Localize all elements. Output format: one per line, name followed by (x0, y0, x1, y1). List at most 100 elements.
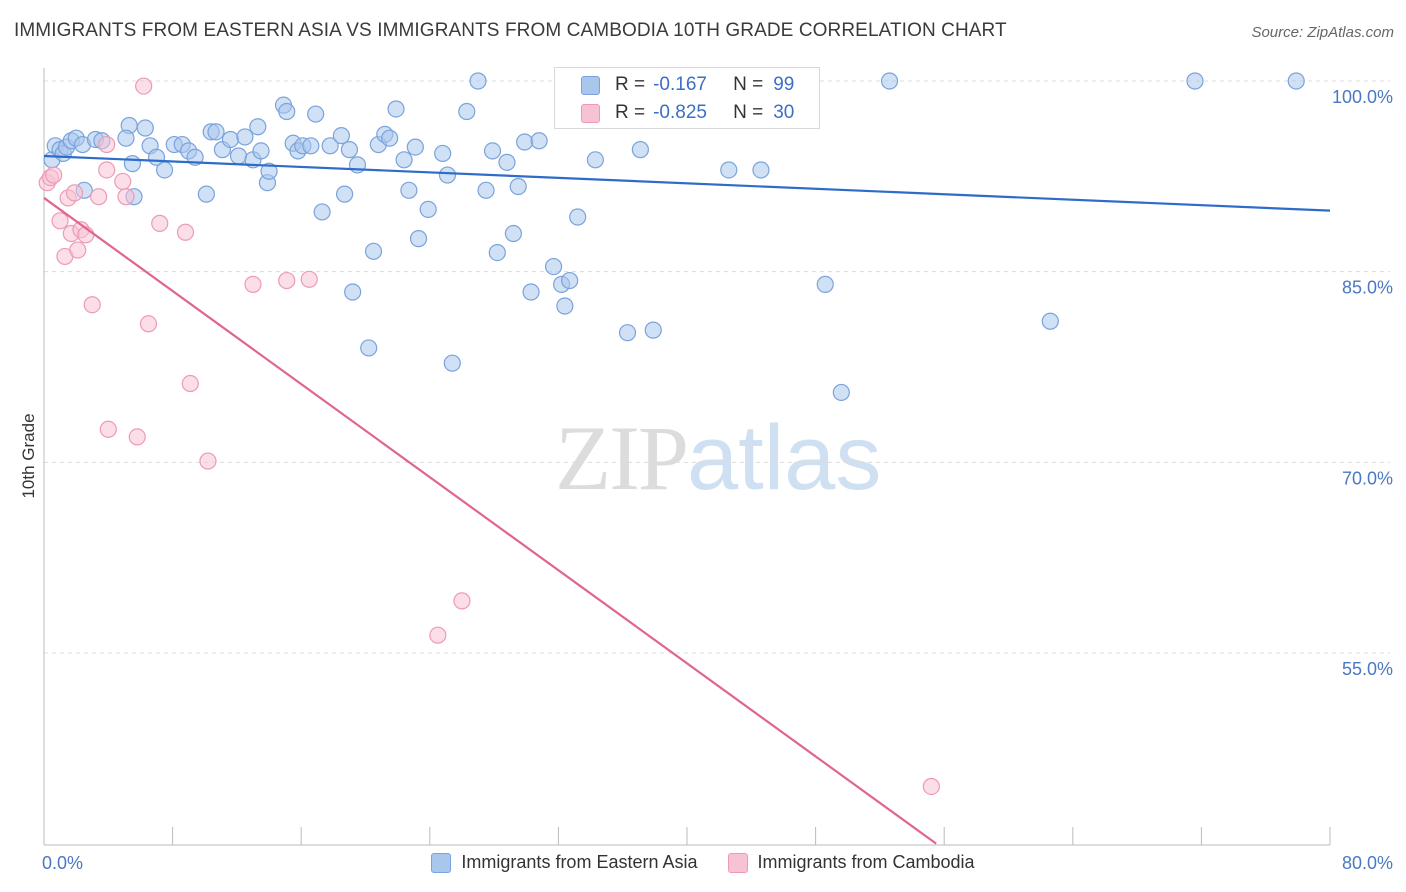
point-eastern-asia (816, 275, 834, 293)
source-label: Source: ZipAtlas.com (1251, 24, 1394, 41)
point-cambodia (139, 315, 158, 333)
point-eastern-asia (409, 230, 428, 248)
stats-row-pink: R = -0.825 N = 30 (581, 100, 795, 126)
point-eastern-asia (618, 324, 637, 342)
stats-n-label: N = (733, 102, 764, 123)
point-eastern-asia (504, 224, 522, 243)
point-eastern-asia (221, 130, 240, 149)
watermark: ZIPatlas (555, 405, 881, 511)
point-eastern-asia (477, 181, 495, 199)
stats-legend-box: R = -0.167 N = 99 R = -0.825 N = 30 (554, 67, 820, 129)
point-cambodia (65, 184, 84, 202)
point-eastern-asia (1041, 312, 1059, 330)
x-tick-label-max: 80.0% (1342, 853, 1393, 873)
point-eastern-asia (344, 283, 362, 301)
point-cambodia (69, 241, 87, 259)
watermark-zip: ZIP (555, 407, 689, 509)
stats-n-value: 30 (773, 102, 795, 123)
point-eastern-asia (586, 151, 604, 169)
point-cambodia (98, 161, 116, 179)
point-eastern-asia (155, 161, 174, 179)
stats-r-value: -0.167 (653, 74, 707, 95)
point-eastern-asia (249, 118, 267, 136)
trend-line-cambodia (43, 197, 937, 845)
tick-labels: 100.0% 85.0% 70.0% 55.0% 0.0% 80.0% (42, 87, 1393, 873)
stats-n-value: 99 (773, 74, 795, 95)
point-cambodia (300, 270, 318, 288)
point-cambodia (453, 592, 471, 610)
point-eastern-asia (443, 354, 461, 372)
point-eastern-asia (458, 102, 476, 121)
point-cambodia (922, 777, 940, 796)
point-eastern-asia (123, 155, 142, 173)
axes (43, 68, 1331, 846)
stats-swatch-pink (581, 104, 600, 123)
point-eastern-asia (530, 132, 548, 150)
trend-line-eastern-asia (43, 154, 1331, 212)
y-tick-label: 100.0% (1332, 87, 1393, 107)
point-eastern-asia (720, 161, 738, 179)
y-tick-label: 70.0% (1342, 468, 1393, 488)
point-eastern-asia (434, 144, 452, 163)
point-cambodia (151, 214, 169, 232)
point-eastern-asia (498, 153, 516, 171)
point-eastern-asia (395, 151, 413, 169)
stats-r-label: R = (615, 102, 646, 123)
point-eastern-asia (136, 119, 154, 137)
point-eastern-asia (1287, 72, 1305, 90)
point-cambodia (278, 271, 296, 290)
y-tick-label: 55.0% (1342, 659, 1393, 679)
point-cambodia (181, 374, 199, 393)
stats-swatch-blue (581, 76, 600, 95)
stats-r-label: R = (615, 74, 646, 95)
legend-label-cambodia: Immigrants from Cambodia (757, 852, 975, 872)
point-eastern-asia (336, 185, 354, 203)
point-eastern-asia (469, 72, 487, 90)
point-eastern-asia (832, 383, 850, 402)
point-eastern-asia (307, 105, 325, 123)
point-cambodia (83, 296, 101, 314)
legend-item-cambodia: Immigrants from Cambodia (727, 852, 975, 873)
point-eastern-asia (302, 137, 320, 155)
point-eastern-asia (509, 177, 527, 196)
stats-r-value: -0.825 (653, 102, 707, 123)
y-axis-title: 10th Grade (19, 413, 38, 498)
point-cambodia (45, 166, 63, 184)
point-eastern-asia (631, 141, 649, 159)
point-eastern-asia (561, 271, 579, 290)
point-cambodia (117, 188, 135, 206)
point-eastern-asia (117, 129, 135, 147)
point-cambodia (135, 77, 153, 95)
point-eastern-asia (522, 283, 540, 301)
legend-swatch-blue (431, 852, 452, 873)
data-points (38, 72, 1305, 796)
point-eastern-asia (207, 123, 225, 141)
point-eastern-asia (260, 162, 278, 180)
point-eastern-asia (229, 147, 248, 165)
point-eastern-asia (406, 138, 424, 156)
point-eastern-asia (236, 128, 254, 146)
point-eastern-asia (569, 208, 587, 226)
point-cambodia (128, 428, 146, 446)
grid-lines (44, 80, 1390, 654)
point-eastern-asia (278, 102, 296, 121)
point-eastern-asia (360, 339, 378, 357)
legend-item-eastern-asia: Immigrants from Eastern Asia (431, 852, 698, 873)
point-eastern-asia (488, 244, 506, 262)
point-cambodia (90, 188, 108, 206)
point-eastern-asia (197, 185, 215, 203)
point-cambodia (176, 223, 195, 241)
point-eastern-asia (313, 203, 331, 221)
point-cambodia (114, 172, 132, 191)
point-eastern-asia (880, 72, 899, 90)
trend-lines (43, 154, 1331, 845)
legend-label-eastern-asia: Immigrants from Eastern Asia (461, 852, 698, 872)
point-eastern-asia (556, 297, 574, 315)
bottom-legend: Immigrants from Eastern Asia Immigrants … (0, 852, 1406, 873)
point-eastern-asia (438, 166, 457, 184)
point-eastern-asia (752, 161, 770, 179)
point-eastern-asia (516, 133, 534, 151)
point-eastern-asia (332, 127, 350, 145)
point-eastern-asia (321, 137, 339, 155)
